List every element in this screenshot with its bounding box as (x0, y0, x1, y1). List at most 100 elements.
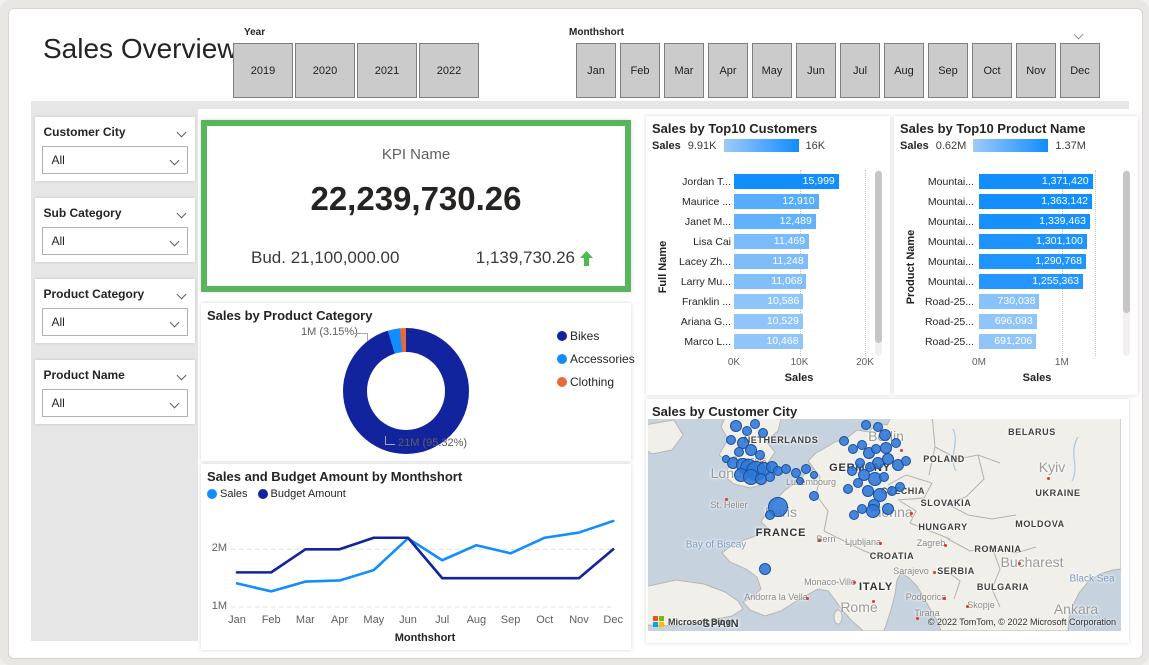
bar-mountai-2[interactable]: 1,339,463 (979, 214, 1090, 229)
month-button-sep[interactable]: Sep (928, 43, 968, 98)
map-bubble[interactable] (866, 504, 880, 518)
chevron-down-icon[interactable] (176, 127, 186, 137)
legend-item-clothing[interactable]: Clothing (557, 375, 635, 389)
month-button-apr[interactable]: Apr (708, 43, 748, 98)
customer-city-map[interactable]: NETHERLANDSBELARUSPOLANDGERMANYCZECHIASL… (648, 419, 1121, 631)
map-bubble[interactable] (882, 503, 894, 515)
chevron-down-icon[interactable] (169, 155, 179, 165)
map-bubble[interactable] (765, 510, 775, 520)
collapse-chevron-icon[interactable] (1073, 29, 1084, 40)
bar-road-25-7[interactable]: 696,093 (979, 314, 1037, 329)
map-bubble[interactable] (855, 458, 865, 468)
map-bubble[interactable] (755, 450, 765, 460)
month-button-mar[interactable]: Mar (664, 43, 704, 98)
line-series-sales[interactable] (235, 519, 615, 593)
map-bubble[interactable] (726, 435, 736, 445)
map-bubble[interactable] (891, 438, 901, 448)
map-bubble[interactable] (873, 422, 883, 432)
map-bubble[interactable] (758, 428, 768, 438)
line-series-budget-amount[interactable] (235, 536, 615, 580)
map-bubble[interactable] (750, 419, 760, 429)
map-bubble[interactable] (879, 429, 891, 441)
chevron-down-icon[interactable] (176, 370, 186, 380)
chevron-down-icon[interactable] (169, 317, 179, 327)
map-bubble[interactable] (873, 488, 887, 502)
month-button-jul[interactable]: Jul (840, 43, 880, 98)
month-button-nov[interactable]: Nov (1016, 43, 1056, 98)
bar-janet-m-2[interactable]: 12,489 (734, 214, 816, 229)
legend-item-sales[interactable]: Sales (207, 488, 248, 500)
product-category-dropdown[interactable]: All (41, 308, 188, 336)
month-button-dec[interactable]: Dec (1060, 43, 1100, 98)
map-bubble[interactable] (861, 420, 871, 430)
bar-marco-l-8[interactable]: 10,468 (734, 334, 803, 349)
bar-value-label: 1,363,142 (1041, 195, 1088, 207)
scrollbar-thumb[interactable] (1123, 171, 1130, 313)
bar-road-25-8[interactable]: 691,206 (979, 334, 1037, 349)
map-bubble[interactable] (847, 466, 857, 476)
map-bubble[interactable] (730, 420, 742, 432)
bar-lacey-zh-4[interactable]: 11,248 (734, 254, 808, 269)
map-bubble[interactable] (742, 426, 752, 436)
legend-item-bikes[interactable]: Bikes (557, 329, 635, 343)
year-button-2019[interactable]: 2019 (233, 43, 293, 98)
map-bubble[interactable] (879, 472, 889, 482)
month-button-jun[interactable]: Jun (796, 43, 836, 98)
product-name-dropdown[interactable]: All (41, 389, 188, 417)
customer-city-dropdown[interactable]: All (41, 146, 188, 174)
map-bubble[interactable] (734, 447, 744, 457)
legend-measure: Sales (652, 139, 681, 152)
map-bubble[interactable] (843, 484, 853, 494)
month-button-aug[interactable]: Aug (884, 43, 924, 98)
month-button-may[interactable]: May (752, 43, 792, 98)
scrollbar-track[interactable] (875, 170, 882, 356)
year-button-2022[interactable]: 2022 (419, 43, 479, 98)
map-bubble[interactable] (839, 436, 849, 446)
map-bubble[interactable] (809, 491, 819, 501)
year-button-2020[interactable]: 2020 (295, 43, 355, 98)
map-bubble[interactable] (765, 472, 775, 482)
bar-larry-mu-5[interactable]: 11,068 (734, 274, 807, 289)
map-bubble[interactable] (901, 456, 911, 466)
bar-lisa-cai-3[interactable]: 11,469 (734, 234, 810, 249)
map-bubble[interactable] (801, 464, 811, 474)
map-bubble[interactable] (848, 444, 858, 454)
legend-item-budget-amount[interactable]: Budget Amount (257, 488, 346, 500)
map-bubble[interactable] (796, 477, 804, 485)
map-bubble[interactable] (895, 482, 905, 492)
sub-category-dropdown[interactable]: All (41, 227, 188, 255)
map-bubble[interactable] (882, 453, 894, 465)
bar-mountai-0[interactable]: 1,371,420 (979, 174, 1093, 189)
month-button-feb[interactable]: Feb (620, 43, 660, 98)
bar-road-25-6[interactable]: 730,038 (979, 294, 1040, 309)
scrollbar-track[interactable] (1123, 170, 1130, 356)
map-bubble[interactable] (857, 440, 867, 450)
capital-dot-icon (872, 600, 875, 603)
bar-mountai-1[interactable]: 1,363,142 (979, 194, 1092, 209)
bar-jordan-t-0[interactable]: 15,999 (734, 174, 839, 189)
bar-mountai-5[interactable]: 1,255,363 (979, 274, 1084, 289)
map-bubble[interactable] (781, 464, 791, 474)
map-bubble[interactable] (810, 471, 818, 479)
map-bubble[interactable] (759, 563, 771, 575)
map-bubble[interactable] (849, 510, 859, 520)
bar-ariana-g-7[interactable]: 10,529 (734, 314, 803, 329)
chevron-down-icon[interactable] (176, 208, 186, 218)
map-bubble[interactable] (865, 462, 875, 472)
year-button-2021[interactable]: 2021 (357, 43, 417, 98)
chevron-down-icon[interactable] (169, 236, 179, 246)
bar-franklin-6[interactable]: 10,586 (734, 294, 804, 309)
map-label-bucharest: Bucharest (1000, 554, 1064, 570)
month-button-oct[interactable]: Oct (972, 43, 1012, 98)
bar-mountai-3[interactable]: 1,301,100 (979, 234, 1087, 249)
chevron-down-icon[interactable] (176, 289, 186, 299)
map-bubble[interactable] (722, 455, 730, 463)
legend-item-accessories[interactable]: Accessories (557, 352, 635, 366)
chevron-down-icon[interactable] (169, 398, 179, 408)
bar-mountai-4[interactable]: 1,290,768 (979, 254, 1086, 269)
map-bubble[interactable] (853, 478, 863, 488)
bar-maurice-1[interactable]: 12,910 (734, 194, 819, 209)
month-button-jan[interactable]: Jan (576, 43, 616, 98)
capital-dot-icon (1047, 477, 1050, 480)
scrollbar-thumb[interactable] (875, 171, 882, 343)
